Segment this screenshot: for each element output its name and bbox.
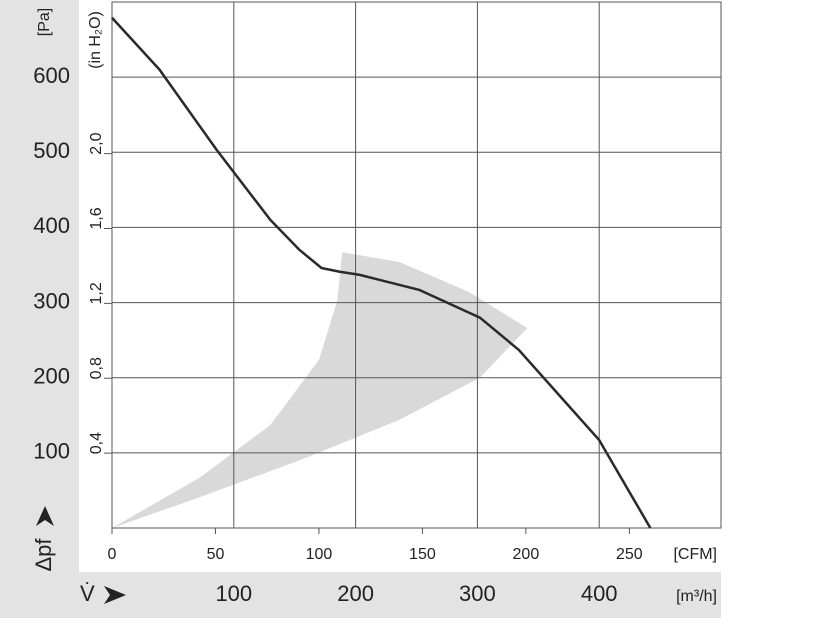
x2-tick-label: 0: [108, 546, 117, 563]
x-tick-label: 300: [459, 581, 496, 606]
left-band: [0, 0, 79, 618]
x-arrow-label: V̇: [80, 581, 95, 606]
x2-tick-label: 50: [207, 546, 225, 563]
x-arrow: [104, 586, 126, 604]
y-tick-label: 600: [33, 63, 70, 88]
y-tick-label: 200: [33, 364, 70, 389]
plot-area: [111, 1, 722, 529]
y2-tick-label: 1,6: [88, 207, 105, 229]
x-tick-label: 100: [215, 581, 252, 606]
x-tick-label: 400: [581, 581, 618, 606]
y-tick-label: 500: [33, 138, 70, 163]
y2-tick-label: 2,0: [88, 132, 105, 154]
y-axis-label: [Pa]: [36, 8, 53, 36]
fan-curve: [111, 16, 652, 529]
y2-tick-label: 1,2: [88, 282, 105, 304]
x2-tick-label: 100: [306, 546, 333, 563]
plot-border: [111, 1, 722, 529]
y2-tick-label: 0,4: [88, 432, 105, 454]
x-axis-label: [m³/h]: [676, 588, 717, 605]
x2-axis-label: [CFM]: [673, 546, 717, 563]
x2-tick-label: 150: [409, 546, 436, 563]
x2-tick-label: 250: [616, 546, 643, 563]
y-arrow-label: Δpf: [31, 538, 56, 572]
x-tick-label: 200: [337, 581, 374, 606]
operating-area: [112, 252, 528, 528]
x2-tick-label: 200: [513, 546, 540, 563]
y-arrow: [36, 506, 54, 526]
y2-tick-label: 0,8: [88, 357, 105, 379]
y-tick-label: 300: [33, 288, 70, 313]
y2-axis-label: (in H₂O): [87, 11, 104, 69]
y-tick-label: 100: [33, 439, 70, 464]
y-tick-label: 400: [33, 213, 70, 238]
